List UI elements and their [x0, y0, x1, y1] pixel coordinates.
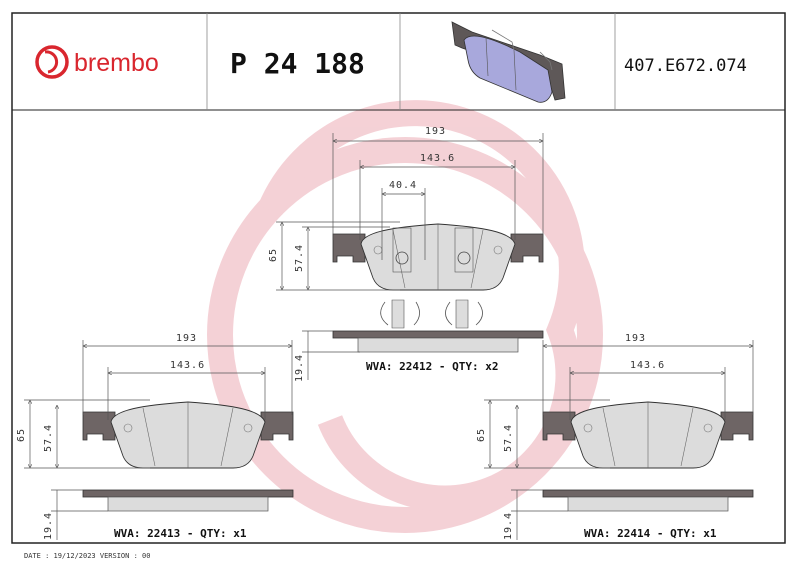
svg-text:40.4: 40.4: [389, 180, 417, 191]
reference-code: 407.E672.074: [624, 56, 747, 76]
svg-text:65: 65: [268, 248, 279, 262]
svg-text:brembo: brembo: [74, 49, 159, 77]
svg-text:143.6: 143.6: [420, 153, 455, 164]
svg-text:57.4: 57.4: [503, 424, 514, 452]
svg-text:143.6: 143.6: [170, 360, 205, 371]
drawing-frame: [11, 12, 786, 544]
wva-label: WVA: 22414 - QTY: x1: [584, 527, 717, 540]
drawing-22413: 193 143.6 65 57.4 19.4 WVA: 22413 - QTY:…: [16, 333, 294, 540]
svg-text:65: 65: [16, 428, 27, 442]
svg-text:143.6: 143.6: [630, 360, 665, 371]
pad-top-view: [332, 223, 544, 291]
wva-label: WVA: 22412 - QTY: x2: [366, 360, 498, 373]
pad-side-view: [82, 489, 294, 512]
part-number: P 24 188: [230, 47, 365, 80]
svg-text:65: 65: [476, 428, 487, 442]
date-version: DATE : 19/12/2023 VERSION : 00: [24, 552, 150, 560]
brembo-logo: brembo: [35, 45, 159, 79]
svg-text:193: 193: [425, 126, 446, 137]
svg-text:19.4: 19.4: [43, 512, 54, 540]
svg-text:193: 193: [625, 333, 646, 344]
wva-label: WVA: 22413 - QTY: x1: [114, 527, 247, 540]
drawing-22412: 193 143.6 40.4 65 57.4 19.4 WVA: 22412 -…: [268, 126, 544, 382]
svg-text:57.4: 57.4: [43, 424, 54, 452]
drawing-22414: 193 143.6 65 57.4 19.4 WVA: 22414 - QTY:…: [476, 333, 754, 540]
svg-text:193: 193: [176, 333, 197, 344]
svg-text:19.4: 19.4: [294, 354, 305, 382]
svg-text:19.4: 19.4: [503, 512, 514, 540]
pad-side-view: [542, 489, 754, 512]
pad-thumbnail: [451, 21, 566, 103]
pad-top-view: [542, 401, 754, 469]
svg-text:57.4: 57.4: [294, 244, 305, 272]
pad-side-view: [332, 330, 544, 353]
brembo-watermark: [207, 100, 603, 533]
